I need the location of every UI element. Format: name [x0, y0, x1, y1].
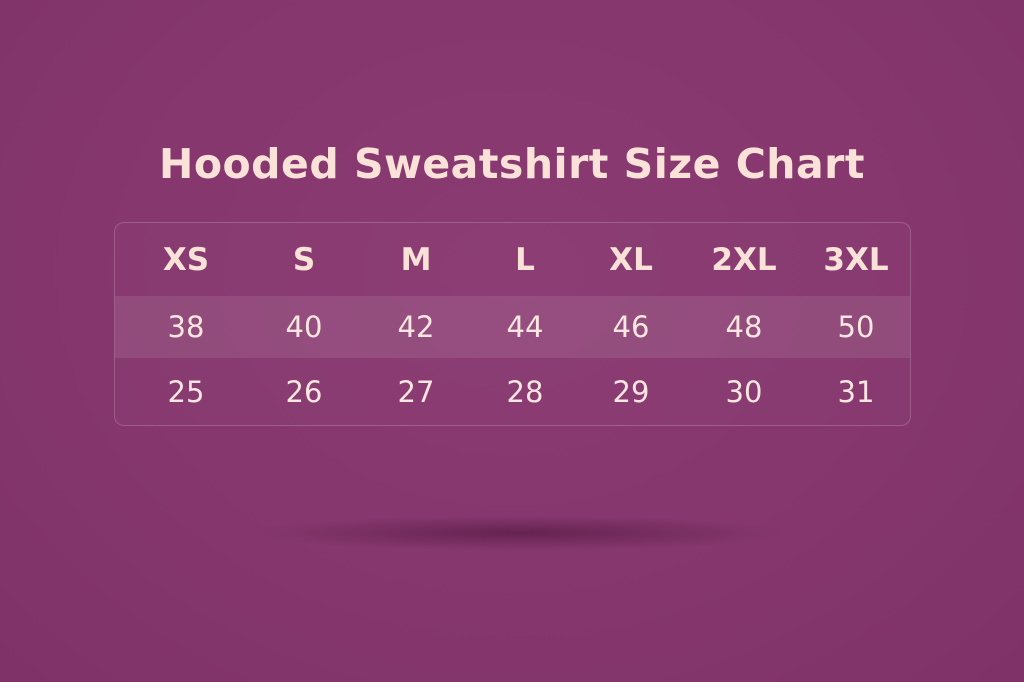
table-cell: 31 [837, 374, 875, 409]
table-row: 38 40 42 44 46 48 50 [115, 296, 910, 358]
table-cell: 29 [612, 374, 650, 409]
size-table: XS S M L XL 2XL 3XL 38 40 42 44 46 48 50 25 26 27 28 29 3… [114, 222, 911, 426]
table-cell: 25 [167, 374, 205, 409]
table-cell: 30 [725, 374, 763, 409]
chart-title: Hooded Sweatshirt Size Chart [159, 140, 865, 188]
column-header: 3XL [823, 241, 889, 278]
table-cell: 28 [506, 374, 544, 409]
column-header: XS [162, 241, 210, 278]
table-cell: 50 [837, 310, 875, 344]
table-cell: 38 [167, 310, 205, 344]
table-cell: 48 [725, 310, 763, 344]
table-cell: 44 [506, 310, 544, 344]
column-header: S [292, 241, 316, 278]
column-header: M [400, 241, 432, 278]
table-cell: 26 [285, 374, 323, 409]
header-row: XS S M L XL 2XL 3XL [115, 223, 910, 296]
table-row: 25 26 27 28 29 30 31 [115, 358, 910, 425]
drop-shadow [250, 515, 790, 551]
column-header: L [515, 241, 535, 278]
table-cell: 46 [612, 310, 650, 344]
table-cell: 42 [397, 310, 435, 344]
column-header: XL [609, 241, 653, 278]
column-header: 2XL [711, 241, 777, 278]
table-cell: 40 [285, 310, 323, 344]
table-cell: 27 [397, 374, 435, 409]
